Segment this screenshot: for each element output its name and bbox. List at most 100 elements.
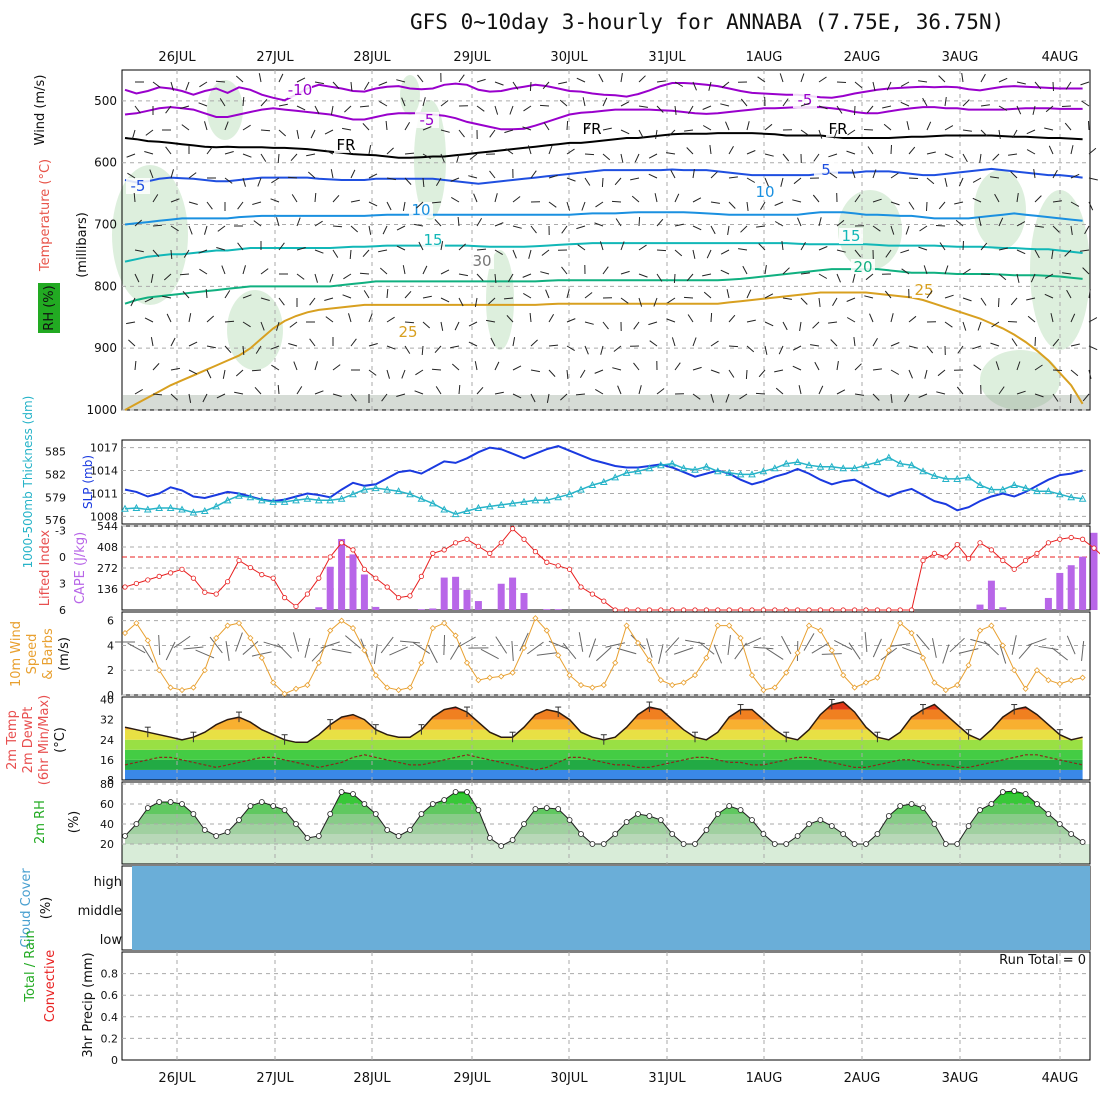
wind-barb — [864, 295, 874, 299]
precip-panel-frame — [121, 951, 1091, 1061]
wind-barb — [422, 153, 431, 160]
wind-barb — [359, 105, 370, 108]
wind-barb — [782, 153, 790, 162]
ylabel-wind10m: 10m Wind Speed & Barbs (m/s) — [9, 621, 72, 687]
wind-barb — [379, 100, 388, 107]
wind-barb — [725, 121, 730, 131]
wind-barb — [780, 177, 784, 187]
wind-barb — [242, 265, 246, 275]
wind-barb — [863, 129, 874, 131]
rh-marker — [794, 833, 801, 839]
wind-barb — [422, 177, 425, 188]
wind-barb — [890, 342, 900, 347]
wind-barb — [130, 297, 136, 307]
wind-speed-marker — [634, 639, 642, 647]
surface-wind-barb — [1038, 645, 1059, 651]
wind-speed-marker — [315, 659, 322, 666]
rh-marker — [1056, 821, 1063, 827]
ylabel-wind-line: Wind (m/s) — [33, 75, 48, 146]
wind-barb — [584, 321, 594, 325]
wind-barb — [1052, 225, 1060, 233]
wind-barb — [530, 369, 540, 373]
cape-bar — [315, 607, 323, 610]
lifted-index-marker — [270, 575, 276, 581]
wind-barb — [343, 273, 352, 280]
wind-barb — [872, 198, 882, 203]
wind-barb — [890, 201, 900, 206]
wind-speed-marker — [304, 682, 311, 689]
rh-base-fill — [122, 844, 1090, 864]
wind-barb — [206, 146, 213, 155]
rh-marker — [817, 817, 824, 823]
wind-barb — [792, 365, 802, 371]
wind-barb — [866, 105, 874, 114]
rh-marker — [760, 831, 767, 837]
wind-barb — [180, 105, 190, 109]
surface-wind-barb — [235, 632, 243, 652]
wind-barb — [611, 200, 622, 203]
wind-barb — [617, 385, 622, 395]
wind-barb — [1033, 169, 1036, 179]
date-label-bottom: 1AUG — [746, 1071, 783, 1086]
wind-barb — [204, 121, 208, 131]
lifted-index-marker — [498, 540, 504, 546]
rh-marker — [783, 841, 790, 847]
wind-barb — [474, 297, 478, 307]
wind-barb — [1016, 105, 1022, 115]
rh-band — [125, 804, 1083, 814]
wind-barb — [692, 169, 695, 179]
wind-barb — [237, 201, 244, 210]
wind-barb — [468, 175, 478, 179]
wind-speed-marker — [384, 684, 391, 691]
wind-barb — [638, 273, 648, 278]
wind-barb — [170, 198, 180, 203]
wind-barb — [523, 292, 532, 299]
date-label-top: 1AUG — [746, 50, 783, 65]
wind-barb — [782, 98, 789, 107]
cape-bar — [452, 576, 460, 610]
wind-barb — [977, 321, 982, 331]
date-label-bottom: 31JUL — [648, 1071, 686, 1086]
contour-10 — [124, 211, 1083, 226]
wind-barb — [1044, 293, 1054, 299]
temp-tick-label: 32 — [100, 714, 114, 727]
wind-barb — [434, 219, 442, 227]
wind-barb — [854, 393, 864, 396]
wind-barb — [710, 201, 720, 204]
cape-bar — [976, 604, 984, 610]
wind-barb — [296, 247, 306, 251]
wind-barb — [170, 81, 174, 91]
wind-barb — [224, 345, 232, 354]
wind-barb — [688, 105, 694, 115]
thickness-marker — [371, 484, 380, 492]
wind-barb — [494, 391, 504, 395]
contour-label-bg — [839, 228, 863, 244]
wind-barb — [199, 268, 208, 275]
wind-barb — [939, 242, 946, 251]
wind-barb — [962, 153, 968, 163]
rh-marker — [657, 817, 664, 823]
wind-barb — [289, 321, 298, 328]
wind-barb — [818, 105, 828, 110]
wind-barb — [350, 225, 359, 233]
wind-barb — [182, 290, 190, 299]
wind-barb — [314, 81, 324, 85]
wind-barb — [368, 201, 378, 207]
wind-barb — [962, 321, 967, 331]
ylabel-cape: CAPE (J/kg) — [73, 532, 88, 604]
wind-barb — [810, 344, 820, 347]
wind-barb — [630, 177, 640, 181]
contour-label-bg — [826, 121, 850, 137]
lifted-index-marker — [304, 591, 310, 597]
wind-barb — [494, 249, 503, 256]
wind-barb — [530, 339, 538, 347]
wind-barb — [575, 393, 586, 396]
thickness-marker — [1055, 490, 1064, 498]
wind-barb — [134, 388, 143, 395]
wind-barb — [872, 169, 877, 179]
rh-marker — [361, 801, 368, 807]
date-label-bottom: 29JUL — [453, 1071, 491, 1086]
wind-barb — [634, 153, 640, 163]
surface-wind-barb — [781, 635, 792, 655]
surface-wind-barb — [872, 638, 882, 658]
